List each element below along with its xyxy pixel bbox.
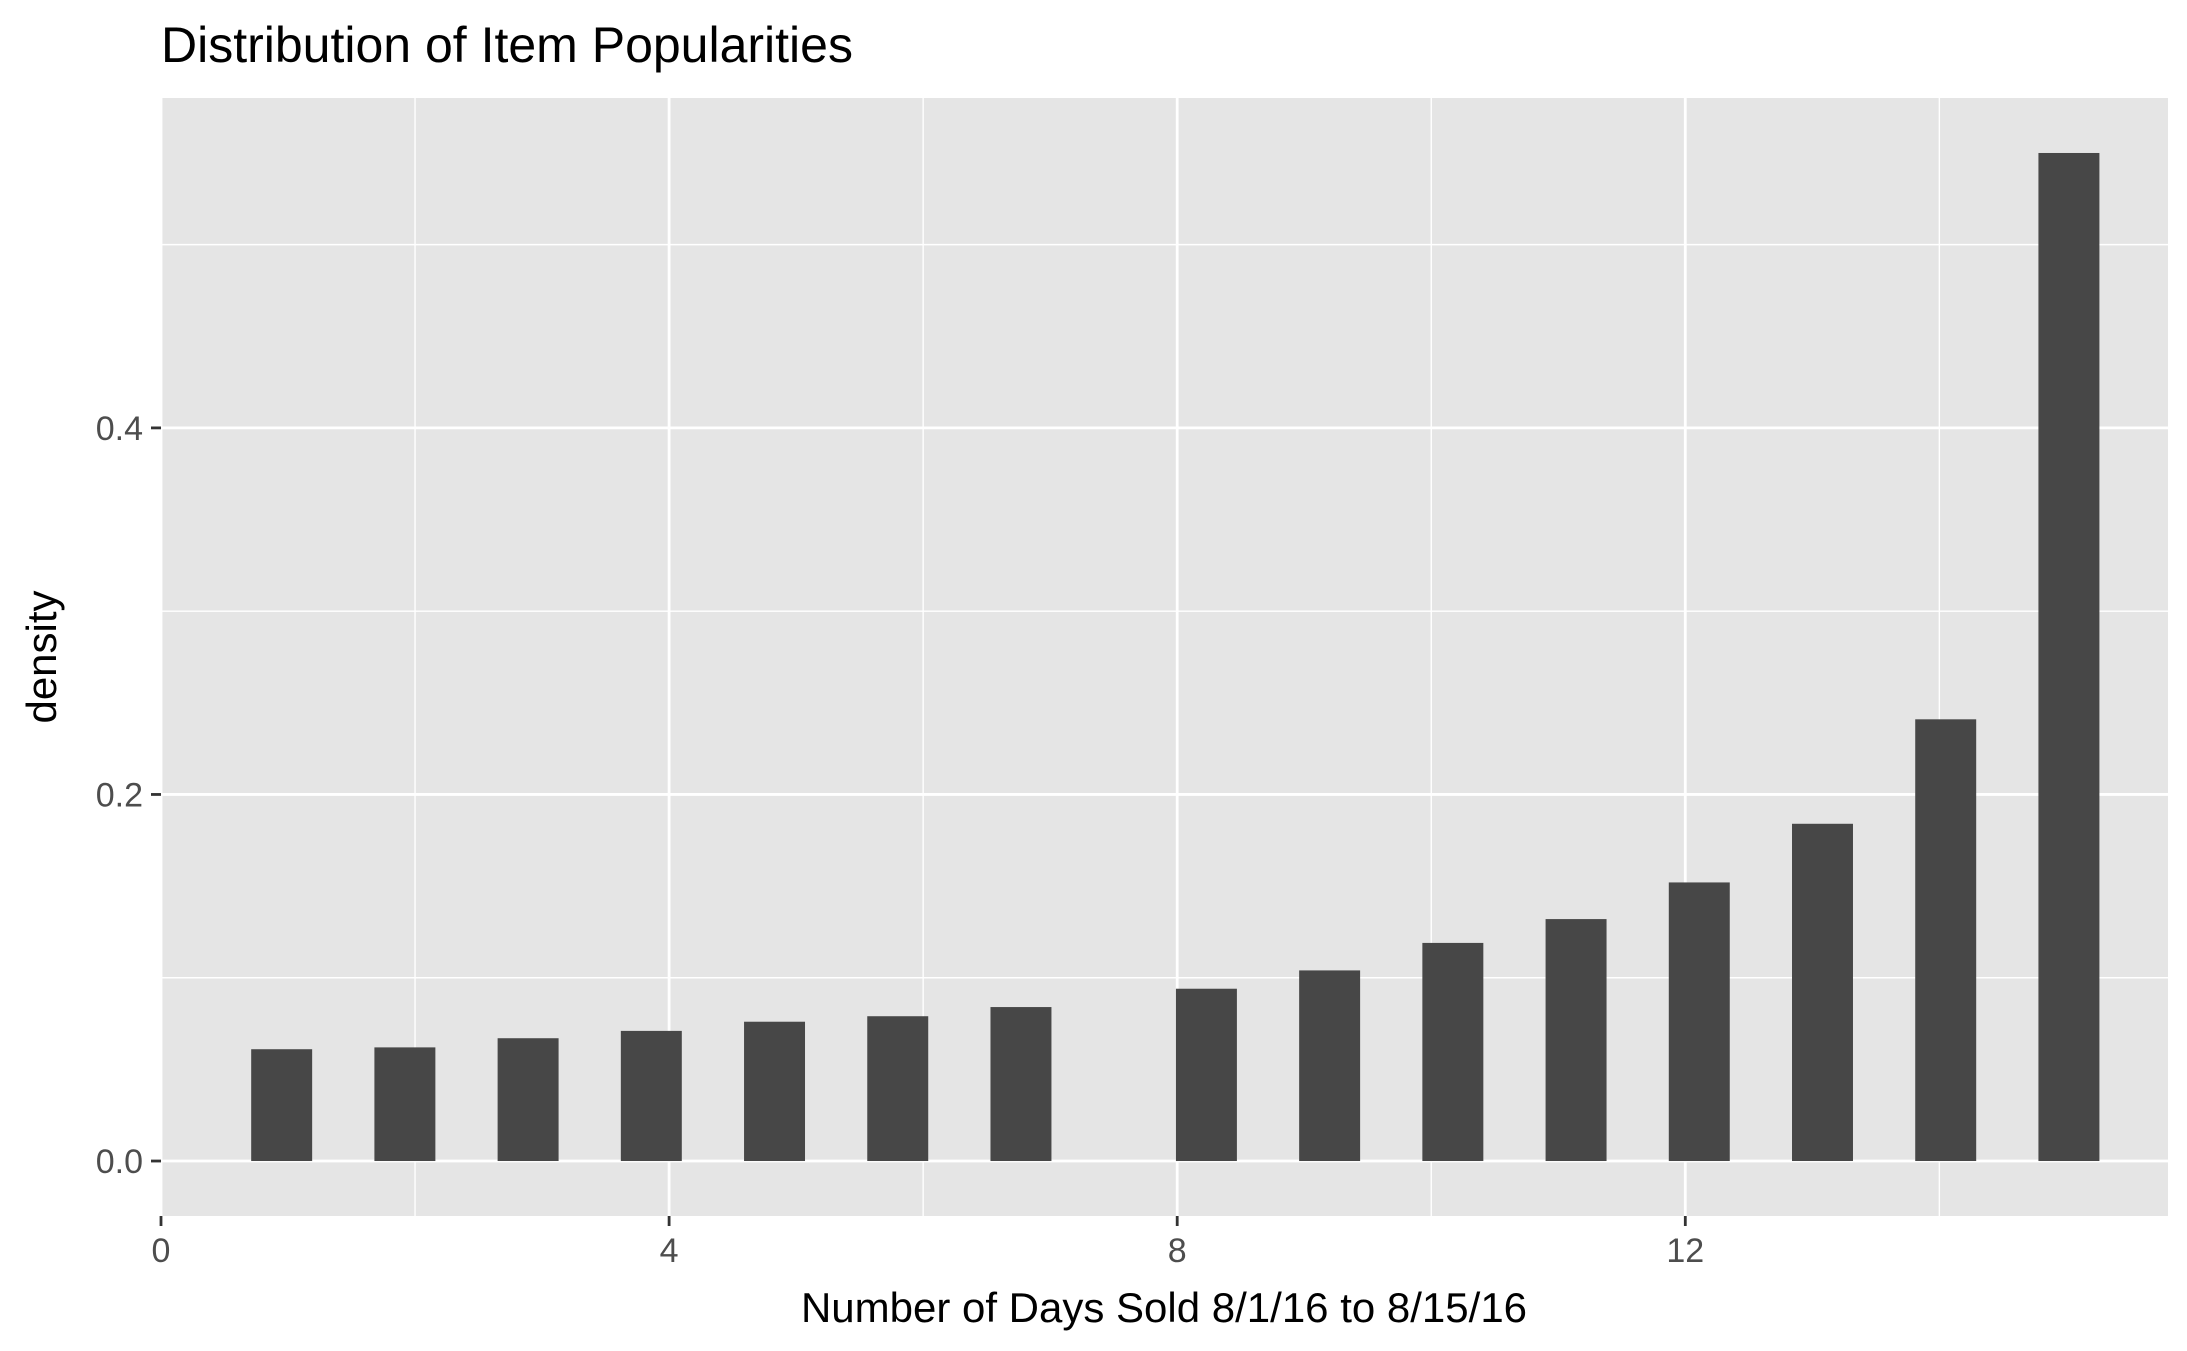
histogram-bar — [1668, 882, 1730, 1162]
x-tick-label: 0 — [152, 1232, 171, 1270]
histogram-bar — [867, 1016, 929, 1162]
histogram-bar — [1422, 942, 1484, 1162]
plot-panel — [161, 98, 2168, 1216]
bar-series — [251, 152, 2100, 1162]
histogram-bar — [1545, 919, 1607, 1162]
x-axis-title: Number of Days Sold 8/1/16 to 8/15/16 — [801, 1284, 1527, 1331]
histogram-bar — [251, 1049, 313, 1162]
histogram-bar — [1299, 970, 1361, 1162]
chart-title: Distribution of Item Popularities — [161, 17, 853, 73]
histogram-bar — [1915, 719, 1977, 1162]
y-tick-label: 0.2 — [96, 776, 143, 814]
histogram-bar — [1792, 823, 1853, 1162]
x-tick-label: 8 — [1168, 1232, 1187, 1270]
grid-minor — [161, 98, 2168, 1216]
histogram-bar — [990, 1007, 1052, 1162]
y-axis-title: density — [18, 590, 65, 723]
histogram-bar — [374, 1047, 436, 1162]
y-tick-label: 0.4 — [96, 410, 143, 448]
histogram-bar — [744, 1021, 806, 1162]
histogram-bar — [2038, 152, 2100, 1162]
x-tick-label: 4 — [660, 1232, 679, 1270]
x-tick-label: 12 — [1666, 1232, 1704, 1270]
histogram-bar — [620, 1030, 682, 1162]
y-tick-label: 0.0 — [96, 1143, 143, 1181]
x-axis: 0 4 8 12 — [152, 1216, 1704, 1270]
histogram-bar — [497, 1038, 559, 1162]
y-axis: 0.0 0.2 0.4 — [96, 410, 161, 1181]
histogram-bar — [1175, 988, 1237, 1162]
